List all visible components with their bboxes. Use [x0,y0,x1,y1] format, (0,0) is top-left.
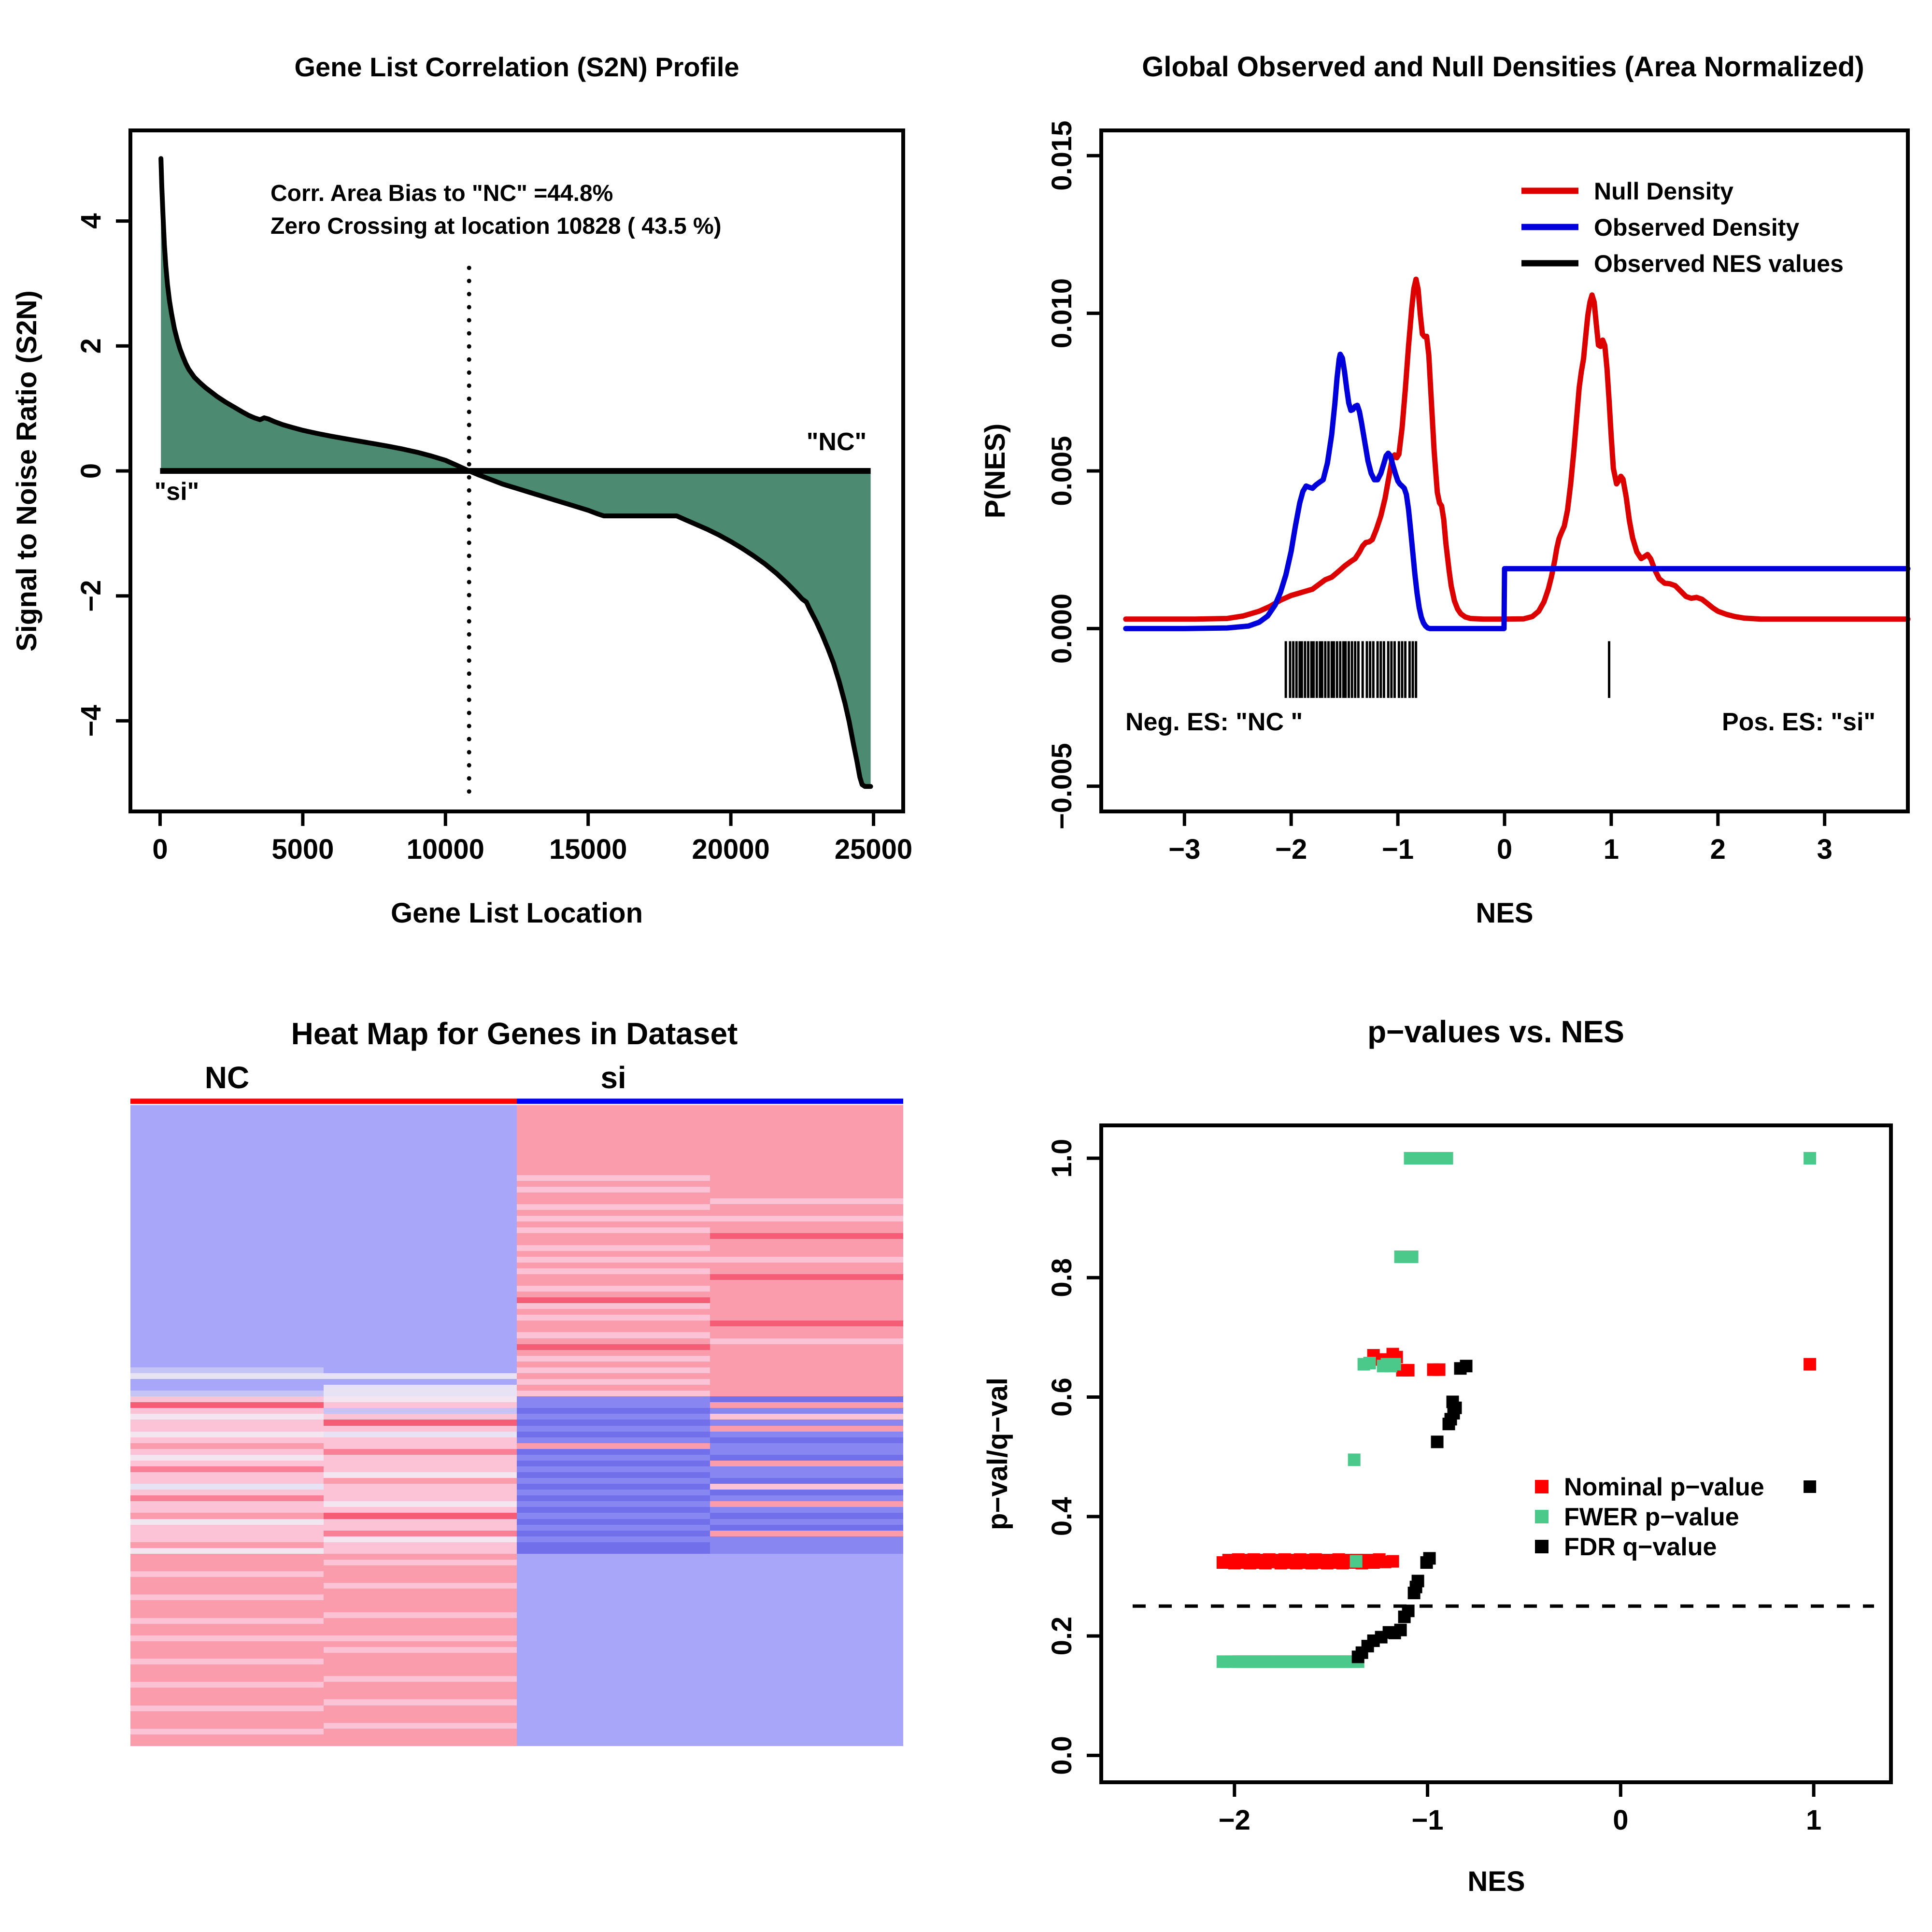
p2-nes-rug-marks [1284,641,1610,698]
p4-legend-squares [1535,1480,1548,1553]
svg-text:0.8: 0.8 [1046,1258,1078,1297]
panel-nes-densities: −3 −2 −1 0 1 2 3 −0.005 0.000 0.005 0.010 0.015 Glo… [980,51,1911,929]
p4-axes: −2 −1 0 1 0.0 0.2 0.4 0.6 0.8 1.0 [1046,1123,1893,1836]
svg-text:−4: −4 [75,705,107,737]
svg-text:2: 2 [1710,834,1726,865]
p3-group-label-si: si [600,1060,626,1095]
p1-axes: 0 5000 10000 15000 20000 25000 −4 −2 0 2 4 [75,128,912,865]
svg-text:−1: −1 [1412,1804,1444,1836]
svg-text:0.6: 0.6 [1046,1378,1078,1417]
svg-text:1: 1 [1604,834,1619,865]
svg-text:0.000: 0.000 [1046,594,1078,664]
p3-title: Heat Map for Genes in Dataset [291,1016,738,1051]
p2-observed-density-curve [1123,352,1911,631]
panel-pvalues-vs-nes: −2 −1 0 1 0.0 0.2 0.4 0.6 0.8 1.0 p−values vs. NE… [982,1014,1893,1897]
svg-text:0.010: 0.010 [1046,278,1078,348]
p3-group-label-nc: NC [205,1060,249,1095]
svg-text:0: 0 [1613,1804,1628,1836]
p4-legend-fdr-qvalue: FDR q−value [1564,1533,1717,1561]
p2-ylabel: P(NES) [980,424,1011,519]
p4-legend-fwer-pvalue: FWER p−value [1564,1503,1739,1531]
p2-axes: −3 −2 −1 0 1 2 3 −0.005 0.000 0.005 0.010 0.015 [1046,121,1910,865]
p1-annotation-bias: Corr. Area Bias to "NC" =44.8% [270,181,613,206]
p4-ylabel: p−val/q−val [982,1378,1013,1530]
panel-heatmap: Heat Map for Genes in Dataset NC si [130,1016,903,1746]
svg-text:−2: −2 [1275,834,1307,865]
svg-text:0.4: 0.4 [1046,1497,1078,1536]
p2-title: Global Observed and Null Densities (Area… [1142,51,1864,83]
svg-text:2: 2 [75,338,107,354]
svg-text:−1: −1 [1382,834,1414,865]
svg-text:0.0: 0.0 [1046,1736,1078,1775]
p1-label-si: "si" [155,478,199,506]
svg-text:1.0: 1.0 [1046,1139,1078,1178]
p2-null-density-curve [1123,276,1911,622]
svg-text:0.2: 0.2 [1046,1617,1078,1656]
p2-legend-observed-nes: Observed NES values [1594,250,1844,277]
p4-xlabel: NES [1467,1866,1525,1897]
svg-text:−0.005: −0.005 [1046,743,1078,829]
p3-heatmap-cells [130,1105,903,1746]
p2-label-pos-es: Pos. ES: "si" [1722,708,1875,736]
p4-points [1216,1152,1817,1668]
p2-legend-lines [1521,187,1578,267]
svg-text:10000: 10000 [407,834,484,865]
p1-ylabel: Signal to Noise Ratio (S2N) [11,290,43,652]
p4-title: p−values vs. NES [1367,1014,1624,1049]
p1-label-nc: "NC" [807,428,867,456]
svg-text:0.015: 0.015 [1046,121,1078,191]
svg-text:1: 1 [1806,1804,1821,1836]
svg-text:4: 4 [75,213,107,228]
p2-xlabel: NES [1476,897,1533,929]
svg-text:0.005: 0.005 [1046,436,1078,506]
svg-text:−3: −3 [1168,834,1200,865]
p1-title: Gene List Correlation (S2N) Profile [294,52,739,82]
panel-s2n-profile: 0 5000 10000 15000 20000 25000 −4 −2 0 2 4 Gene Li… [11,52,912,929]
svg-text:3: 3 [1817,834,1833,865]
svg-text:20000: 20000 [692,834,769,865]
svg-text:15000: 15000 [549,834,627,865]
p4-legend-nominal-pvalue: Nominal p−value [1564,1473,1764,1501]
p2-legend-observed-density: Observed Density [1594,214,1799,241]
svg-text:25000: 25000 [835,834,912,865]
svg-text:0: 0 [75,463,107,479]
svg-text:0: 0 [1497,834,1512,865]
svg-text:0: 0 [152,834,168,865]
svg-text:5000: 5000 [271,834,334,865]
p2-legend-null-density: Null Density [1594,178,1733,205]
svg-text:−2: −2 [1219,1804,1250,1836]
p1-xlabel: Gene List Location [391,897,643,929]
p1-annotation-zero-crossing: Zero Crossing at location 10828 ( 43.5 %… [270,213,722,239]
svg-text:−2: −2 [75,580,107,612]
p1-curve [158,156,873,789]
p2-label-neg-es: Neg. ES: "NC " [1125,708,1303,736]
